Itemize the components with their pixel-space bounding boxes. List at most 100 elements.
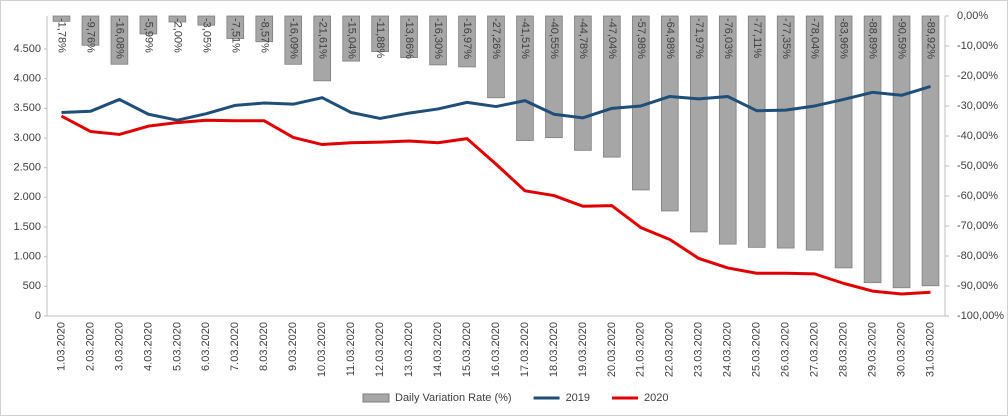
bar-value-label: -21,61% xyxy=(316,18,328,59)
y2-tick-label: -60,00% xyxy=(957,190,998,202)
x-tick-label: 6.03.2020 xyxy=(200,322,212,371)
y2-tick-label: -30,00% xyxy=(957,100,998,112)
bar-value-label: -9,76% xyxy=(85,18,97,53)
bar-value-label: -16,97% xyxy=(461,18,473,59)
x-tick-label: 4.03.2020 xyxy=(142,322,154,371)
legend-item: 2019 xyxy=(533,392,590,404)
bar xyxy=(197,15,216,26)
bar-value-label: -13,86% xyxy=(403,18,415,59)
bar xyxy=(805,15,824,251)
bar-value-label: -5,99% xyxy=(142,18,154,53)
x-tick-label: 10.03.2020 xyxy=(316,322,328,377)
x-tick-label: 16.03.2020 xyxy=(490,322,502,377)
x-tick-label: 17.03.2020 xyxy=(519,322,531,377)
bar-value-label: -2,00% xyxy=(171,18,183,53)
bar-value-label: -78,04% xyxy=(809,18,821,59)
y-tick-label: 3.500 xyxy=(13,102,41,114)
bar-value-label: -40,55% xyxy=(548,18,560,59)
bar xyxy=(429,15,447,66)
x-tick-label: 2.03.2020 xyxy=(84,322,96,371)
bar-value-label: -41,51% xyxy=(519,18,531,59)
x-tick-label: 5.03.2020 xyxy=(171,322,183,371)
x-tick-label: 12.03.2020 xyxy=(374,322,386,377)
bar-value-label: -71,97% xyxy=(693,18,705,59)
bar-value-label: -16,08% xyxy=(114,18,126,59)
bar xyxy=(747,15,766,248)
bar xyxy=(81,15,100,46)
legend-item: 2020 xyxy=(612,392,669,404)
bar xyxy=(834,15,853,269)
bar xyxy=(342,15,360,62)
y-tick-label: 2.000 xyxy=(13,191,41,203)
x-tick-label: 31.03.2020 xyxy=(924,322,936,377)
legend-swatch xyxy=(362,393,390,403)
bar-value-label: -7,51% xyxy=(229,18,241,53)
x-tick-label: 9.03.2020 xyxy=(287,322,299,371)
y2-tick-label: -10,00% xyxy=(957,40,998,52)
legend-item: Daily Variation Rate (%) xyxy=(362,392,512,404)
x-tick-label: 7.03.2020 xyxy=(229,322,241,371)
bar-value-label: -89,92% xyxy=(925,18,937,59)
bar-value-label: -44,78% xyxy=(577,18,589,59)
x-tick-label: 15.03.2020 xyxy=(461,322,473,377)
bar xyxy=(400,15,418,58)
x-tick-label: 22.03.2020 xyxy=(664,322,676,377)
bar xyxy=(371,15,389,53)
bar xyxy=(168,15,187,23)
x-tick-label: 27.03.2020 xyxy=(809,322,821,377)
bar xyxy=(892,15,911,289)
bar xyxy=(921,15,940,287)
bar-value-label: -11,88% xyxy=(374,18,386,58)
bar xyxy=(776,15,795,249)
x-tick-label: 11.03.2020 xyxy=(345,322,357,376)
line-series xyxy=(60,114,931,296)
y2-tick-label: -70,00% xyxy=(957,220,998,232)
y-tick-label: 1.500 xyxy=(13,221,41,233)
y2-tick-label: -90,00% xyxy=(957,280,998,292)
x-tick-label: 3.03.2020 xyxy=(113,322,125,371)
bar xyxy=(545,15,563,139)
y-tick-label: 0 xyxy=(35,310,41,322)
x-tick-label: 1.03.2020 xyxy=(55,322,67,371)
line-series xyxy=(61,84,931,122)
y2-tick-label: -100,00% xyxy=(957,310,1004,322)
bar-value-label: -47,04% xyxy=(606,18,618,59)
bar xyxy=(139,15,158,35)
bar xyxy=(458,15,476,68)
bar-value-label: -64,98% xyxy=(664,18,676,59)
bar xyxy=(661,15,679,212)
bar-value-label: -83,96% xyxy=(838,18,850,59)
bar xyxy=(226,15,245,39)
x-tick-label: 23.03.2020 xyxy=(693,322,705,377)
bar xyxy=(255,15,274,43)
bar-value-label: -57,98% xyxy=(635,18,647,59)
legend-label: 2020 xyxy=(644,392,668,404)
y2-tick-label: -40,00% xyxy=(957,130,998,142)
x-tick-label: 30.03.2020 xyxy=(895,322,907,377)
bar-value-label: -15,04% xyxy=(345,18,357,59)
y-tick-label: 1.000 xyxy=(13,251,41,263)
bar xyxy=(487,15,505,99)
bar-value-label: -16,09% xyxy=(287,18,299,59)
bar-value-label: -8,57% xyxy=(258,18,270,53)
x-tick-label: 29.03.2020 xyxy=(866,322,878,377)
bar-value-label: -76,03% xyxy=(722,18,734,59)
bar-value-label: -3,05% xyxy=(200,18,212,53)
y-tick-label: 3.000 xyxy=(13,132,41,144)
x-tick-label: 14.03.2020 xyxy=(432,322,444,377)
x-tick-label: 8.03.2020 xyxy=(258,322,270,371)
bar-value-label: -27,26% xyxy=(490,18,502,59)
bar xyxy=(284,15,303,65)
y-tick-label: 4.500 xyxy=(13,43,41,55)
y2-tick-label: -50,00% xyxy=(957,160,998,172)
x-tick-label: 26.03.2020 xyxy=(780,322,792,377)
bar-value-label: -77,35% xyxy=(780,18,792,59)
x-tick-label: 24.03.2020 xyxy=(722,322,734,377)
bar xyxy=(52,15,71,22)
y-tick-label: 500 xyxy=(23,280,41,292)
bar-value-label: -1,78% xyxy=(56,18,68,53)
y2-tick-label: 0,00% xyxy=(957,10,988,22)
bar-value-label: -90,59% xyxy=(896,18,908,59)
y2-tick-label: -80,00% xyxy=(957,250,998,262)
